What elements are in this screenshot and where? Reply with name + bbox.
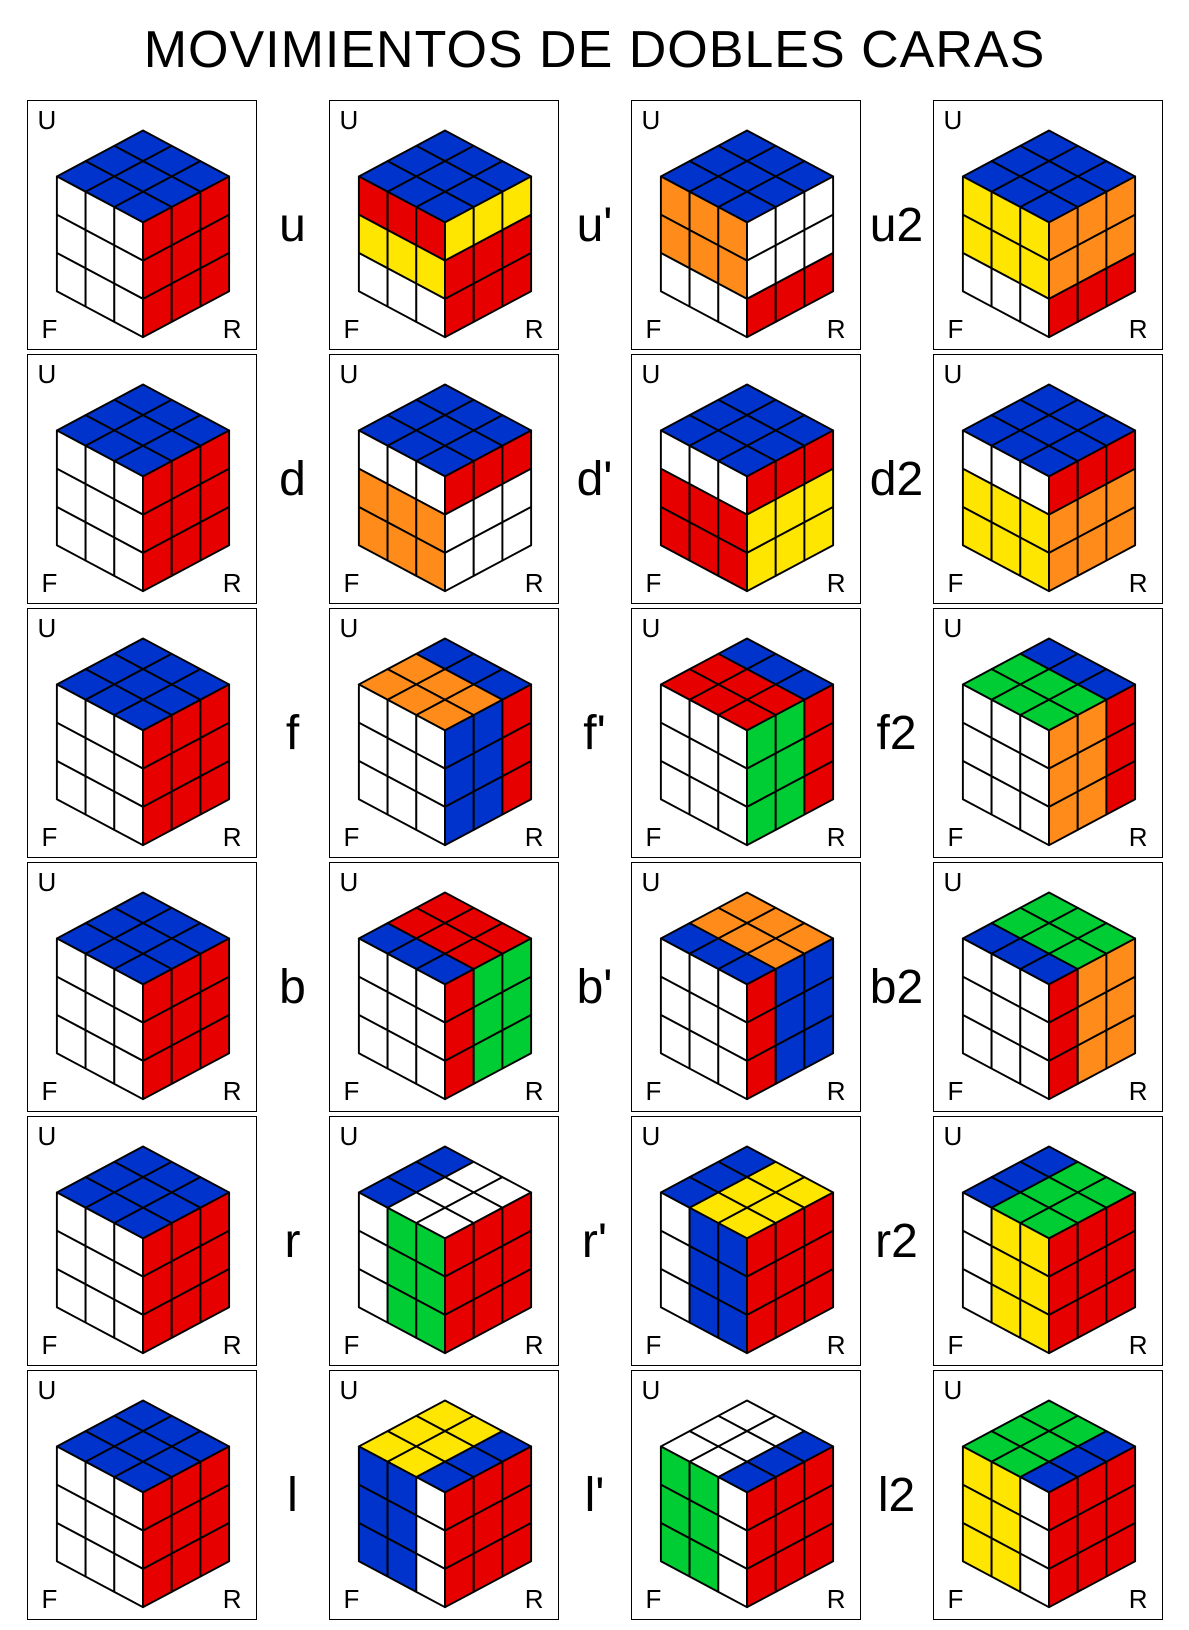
cube-cell: UFR (631, 354, 861, 604)
move-label: d2 (867, 354, 927, 604)
move-label: r (263, 1116, 323, 1366)
cube-cell: UFR (329, 608, 559, 858)
cube-cell: UFR (933, 1370, 1163, 1620)
cube-cell: UFR (329, 1116, 559, 1366)
page-title: MOVIMIENTOS DE DOBLES CARAS (10, 20, 1179, 80)
cube-cell: UFR (933, 608, 1163, 858)
move-label: f2 (867, 608, 927, 858)
cube-cell: UFR (933, 1116, 1163, 1366)
cube-cell: UFR (27, 862, 257, 1112)
cube-cell: UFR (933, 100, 1163, 350)
cube-grid: UFRuUFRu'UFRu2UFRUFRdUFRd'UFRd2UFRUFRfUF… (10, 100, 1179, 1620)
move-label: b2 (867, 862, 927, 1112)
move-label: l2 (867, 1370, 927, 1620)
cube-cell: UFR (27, 608, 257, 858)
move-label: d' (565, 354, 625, 604)
cube-cell: UFR (27, 100, 257, 350)
cube-cell: UFR (329, 1370, 559, 1620)
cube-cell: UFR (27, 354, 257, 604)
cube-cell: UFR (329, 354, 559, 604)
move-label: d (263, 354, 323, 604)
move-label: u' (565, 100, 625, 350)
move-label: b (263, 862, 323, 1112)
move-label: l' (565, 1370, 625, 1620)
cube-cell: UFR (933, 354, 1163, 604)
move-label: u (263, 100, 323, 350)
cube-cell: UFR (329, 862, 559, 1112)
cube-cell: UFR (631, 1370, 861, 1620)
move-label: f' (565, 608, 625, 858)
move-label: f (263, 608, 323, 858)
cube-cell: UFR (27, 1116, 257, 1366)
move-label: u2 (867, 100, 927, 350)
cube-cell: UFR (933, 862, 1163, 1112)
move-label: r2 (867, 1116, 927, 1366)
cube-cell: UFR (631, 100, 861, 350)
move-label: r' (565, 1116, 625, 1366)
cube-cell: UFR (631, 1116, 861, 1366)
cube-cell: UFR (631, 862, 861, 1112)
cube-cell: UFR (631, 608, 861, 858)
move-label: l (263, 1370, 323, 1620)
cube-cell: UFR (27, 1370, 257, 1620)
cube-cell: UFR (329, 100, 559, 350)
move-label: b' (565, 862, 625, 1112)
